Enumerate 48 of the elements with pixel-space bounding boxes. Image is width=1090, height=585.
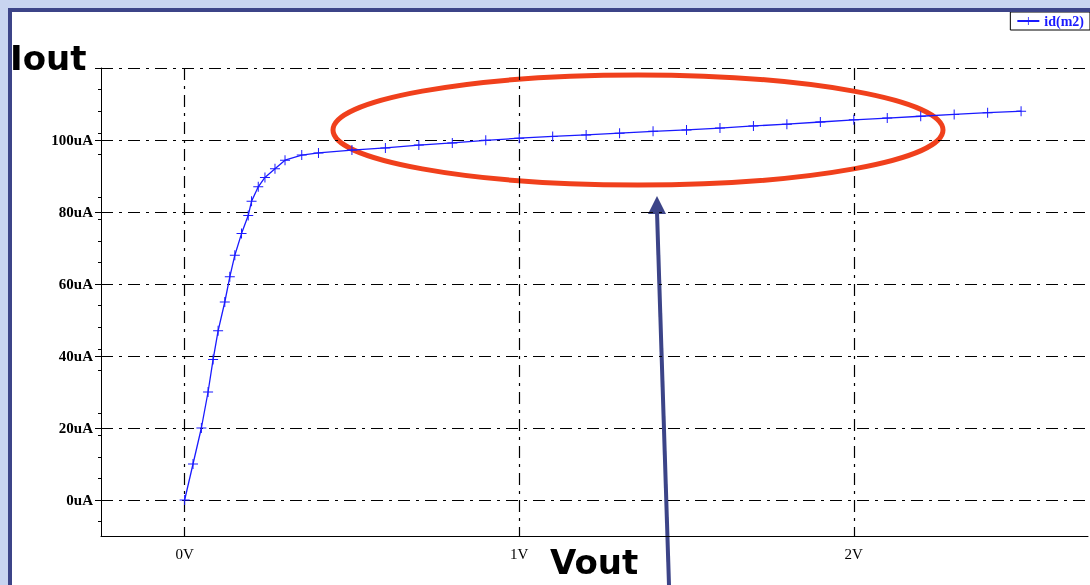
point: [848, 114, 859, 125]
point: [648, 126, 659, 137]
point: [882, 113, 893, 124]
y-tick-label: 40uA: [58, 348, 94, 364]
y-tick-label: 0uA: [66, 492, 94, 508]
point: [714, 123, 725, 134]
point: [203, 387, 214, 397]
point: [253, 181, 264, 192]
point: [179, 495, 190, 505]
point: [208, 354, 219, 365]
point: [280, 155, 291, 166]
point: [614, 128, 625, 139]
legend-label: id(m2): [1044, 13, 1085, 30]
point: [243, 210, 254, 221]
point: [1016, 106, 1027, 117]
point: [413, 140, 424, 151]
point: [188, 459, 199, 469]
point: [681, 124, 692, 135]
y-tick-label: 60uA: [58, 276, 94, 292]
point: [246, 196, 257, 207]
point: [748, 120, 759, 131]
point: [196, 423, 207, 433]
point: [269, 163, 280, 174]
y-tick-label: 100uA: [51, 132, 94, 148]
point: [815, 117, 826, 127]
point: [219, 297, 230, 307]
x-tick-label: 2V: [844, 545, 864, 562]
y-axis-title: Iout: [10, 38, 87, 78]
point: [447, 137, 458, 148]
x-tick-label: 1V: [510, 545, 529, 562]
point: [296, 150, 307, 161]
point: [259, 172, 270, 183]
point: [581, 129, 592, 140]
point: [915, 111, 926, 122]
point: [313, 147, 324, 158]
point: [213, 325, 224, 336]
x-tick-label: 0V: [175, 545, 194, 562]
point: [229, 250, 240, 261]
y-tick-label: 80uA: [58, 204, 94, 220]
y-tick-label: 20uA: [58, 420, 94, 436]
point: [236, 228, 247, 239]
point: [982, 107, 993, 118]
point: [480, 135, 491, 146]
point: [514, 133, 525, 144]
point: [781, 119, 792, 130]
point: [380, 142, 391, 153]
x-axis-title: Vout: [550, 542, 639, 582]
point: [224, 271, 235, 282]
